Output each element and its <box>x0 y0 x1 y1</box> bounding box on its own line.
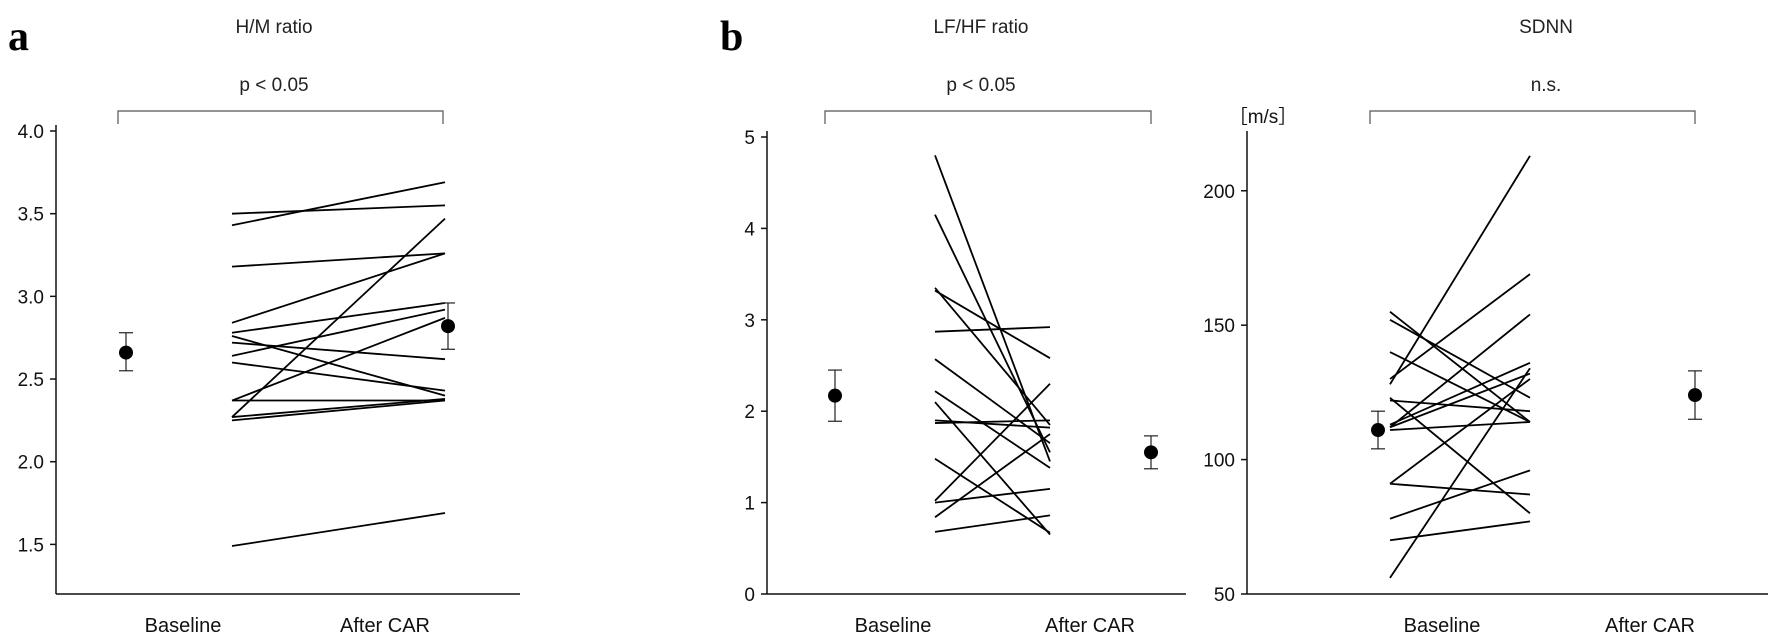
subject-line <box>934 289 1051 359</box>
mean-point <box>828 388 842 403</box>
subject-line <box>1389 469 1531 520</box>
subject-line <box>1389 273 1531 380</box>
y-tick-label: 2.0 <box>18 453 44 474</box>
y-tick-label: 0 <box>744 585 755 606</box>
chart-title: H/M ratio <box>235 17 312 38</box>
mean-point <box>1144 445 1158 460</box>
x-category-after-car: After CAR <box>1605 615 1695 637</box>
subject-line <box>934 419 1051 424</box>
y-axis-unit: ［m/s］ <box>1229 106 1298 128</box>
x-category-after-car: After CAR <box>1045 615 1135 637</box>
subject-line <box>231 181 446 227</box>
subject-line <box>934 358 1051 444</box>
y-tick-label: 1.5 <box>18 535 44 556</box>
y-tick-label: 1 <box>744 494 755 515</box>
subject-line <box>1389 399 1531 413</box>
chart-title: SDNN <box>1519 17 1573 38</box>
subject-line <box>934 419 1051 429</box>
subject-line <box>231 397 446 418</box>
subject-line <box>231 252 446 324</box>
y-tick-label: 2.5 <box>18 370 44 391</box>
significance-bracket <box>1369 110 1696 124</box>
subject-line <box>934 154 1051 462</box>
subject-line <box>934 214 1051 453</box>
subject-line <box>231 512 446 547</box>
subject-line <box>934 326 1051 333</box>
chart-hm-ratio: H/M ratio p < 0.05 Baseline After CAR 1.… <box>18 17 520 637</box>
significance-label: p < 0.05 <box>946 75 1015 96</box>
subject-line <box>934 514 1051 533</box>
y-tick-label: 3.5 <box>18 205 44 226</box>
subject-line <box>1389 155 1531 385</box>
subject-line <box>934 383 1051 502</box>
subject-line <box>231 308 446 357</box>
subject-line <box>1389 372 1531 429</box>
subject-line <box>1389 397 1531 515</box>
chart-sdnn: SDNN n.s. ［m/s］ Baseline After CAR 50 100… <box>1203 17 1768 637</box>
significance-bracket <box>117 110 444 124</box>
subject-line <box>1389 361 1531 426</box>
y-tick-label: 3 <box>744 311 755 332</box>
y-tick-label: 200 <box>1203 182 1235 203</box>
subject-line <box>231 399 446 422</box>
panel-label-a: a <box>8 14 29 60</box>
subject-line <box>231 204 446 215</box>
subject-line <box>231 252 446 268</box>
subject-line <box>231 317 446 402</box>
subject-line <box>1389 520 1531 542</box>
subject-line <box>231 335 446 397</box>
y-tick-label: 100 <box>1203 451 1235 472</box>
x-category-baseline: Baseline <box>145 615 222 637</box>
mean-point <box>441 319 455 334</box>
y-tick-label: 50 <box>1214 585 1235 606</box>
significance-bracket <box>824 110 1152 124</box>
subject-line <box>934 433 1051 518</box>
subject-line <box>1389 482 1531 496</box>
subject-line <box>934 401 1051 536</box>
y-tick-label: 4.0 <box>18 122 44 143</box>
mean-point <box>1371 423 1385 438</box>
subject-line <box>1389 313 1531 429</box>
mean-point <box>1688 388 1702 403</box>
y-tick-label: 2 <box>744 402 755 423</box>
y-tick-label: 5 <box>744 128 755 149</box>
y-tick-label: 150 <box>1203 316 1235 337</box>
chart-lfhf-ratio: LF/HF ratio p < 0.05 Baseline After CAR … <box>744 17 1186 637</box>
subject-line <box>1389 319 1531 399</box>
significance-label: n.s. <box>1531 75 1562 96</box>
subject-line <box>934 390 1051 469</box>
panel-label-b: b <box>720 14 743 60</box>
y-tick-label: 4 <box>744 219 755 240</box>
x-category-after-car: After CAR <box>340 615 430 637</box>
x-category-baseline: Baseline <box>1404 615 1481 637</box>
y-tick-label: 3.0 <box>18 287 44 308</box>
subject-line <box>1389 378 1531 485</box>
subject-line <box>934 487 1051 504</box>
significance-label: p < 0.05 <box>239 75 308 96</box>
x-category-baseline: Baseline <box>855 615 932 637</box>
mean-point <box>119 345 133 360</box>
subject-line <box>1389 367 1531 579</box>
subject-line <box>1389 421 1531 431</box>
chart-title: LF/HF ratio <box>933 17 1028 38</box>
subject-line <box>231 217 446 418</box>
